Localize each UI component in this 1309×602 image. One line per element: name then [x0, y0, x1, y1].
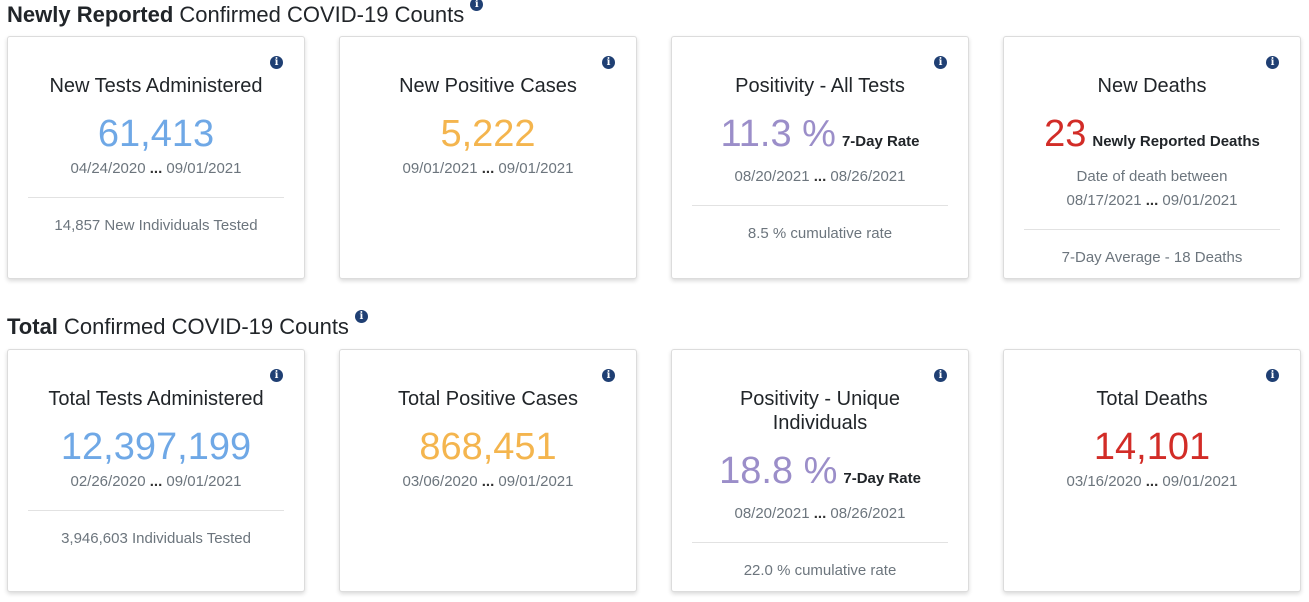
info-icon[interactable]: i [354, 310, 368, 323]
card-title: Positivity - Unique Individuals [739, 388, 901, 434]
card-title: New Deaths [1097, 75, 1207, 97]
date-to: 08/26/2021 [830, 168, 906, 185]
card-value: 61,413 [8, 112, 304, 156]
value-number: 18.8 % [719, 450, 838, 492]
date-range: 03/16/2020 ... 09/01/2021 [1004, 472, 1300, 492]
date-to: 09/01/2021 [1162, 473, 1238, 490]
card-value: 11.3 % 7-Day Rate [672, 112, 968, 164]
card-value: 18.8 % 7-Day Rate [672, 449, 968, 501]
date-to: 09/01/2021 [1162, 192, 1238, 209]
section-title-text: Confirmed COVID-19 Counts [64, 314, 349, 339]
card-title: Positivity - All Tests [735, 75, 905, 97]
card-title: Total Deaths [1096, 388, 1208, 410]
card-footer: 3,946,603 Individuals Tested [61, 530, 251, 547]
divider [28, 197, 284, 198]
stat-card: i Total Deaths 14,101 03/16/2020 ... 09/0… [1003, 349, 1301, 592]
section-title-bold: Total [7, 314, 58, 339]
date-to: 09/01/2021 [166, 160, 242, 177]
date-from: 03/06/2020 [402, 473, 478, 490]
date-from: 04/24/2020 [70, 160, 146, 177]
date-range: 02/26/2020 ... 09/01/2021 [8, 472, 304, 492]
date-to: 09/01/2021 [498, 160, 574, 177]
value-number: 868,451 [419, 426, 557, 468]
stat-card: i Positivity - All Tests 11.3 % 7-Day Rat… [671, 36, 969, 279]
date-range: 09/01/2021 ... 09/01/2021 [340, 159, 636, 179]
date-from: 02/26/2020 [70, 473, 146, 490]
info-icon[interactable]: i [270, 56, 283, 69]
date-range: 08/20/2021 ... 08/26/2021 [672, 504, 968, 524]
date-ellipsis: ... [813, 505, 827, 522]
card-footer: 7-Day Average - 18 Deaths [1061, 249, 1243, 266]
value-number: 14,101 [1093, 426, 1211, 468]
value-unit: 7-Day Rate [843, 470, 921, 487]
info-icon[interactable]: i [934, 369, 947, 382]
divider [692, 205, 948, 206]
info-icon[interactable]: i [934, 56, 947, 69]
date-range: 08/20/2021 ... 08/26/2021 [672, 167, 968, 187]
stat-card: i New Tests Administered 61,413 04/24/202… [7, 36, 305, 279]
stat-card: i New Positive Cases 5,222 09/01/2021 ...… [339, 36, 637, 279]
date-to: 09/01/2021 [166, 473, 242, 490]
card-value: 23 Newly Reported Deaths [1004, 112, 1300, 164]
card-value: 12,397,199 [8, 425, 304, 469]
date-from: 08/17/2021 [1066, 192, 1142, 209]
card-title: New Tests Administered [49, 75, 263, 97]
value-unit: 7-Day Rate [841, 133, 920, 150]
date-ellipsis: ... [481, 473, 495, 490]
date-from: 08/20/2021 [734, 168, 810, 185]
section-title: Total Confirmed COVID-19 Counts i [7, 310, 368, 341]
date-to: 08/26/2021 [830, 505, 906, 522]
value-unit: Newly Reported Deaths [1092, 133, 1260, 150]
stat-card: i Total Tests Administered 12,397,199 02/… [7, 349, 305, 592]
date-ellipsis: ... [1145, 192, 1159, 209]
info-icon[interactable]: i [602, 56, 615, 69]
value-number: 5,222 [440, 113, 536, 155]
card-footer: 8.5 % cumulative rate [747, 225, 893, 242]
card-value: 5,222 [340, 112, 636, 156]
value-number: 61,413 [97, 113, 215, 155]
stat-card: i New Deaths 23 Newly Reported Deaths Date… [1003, 36, 1301, 279]
value-number: 11.3 % [720, 113, 836, 155]
card-title: New Positive Cases [399, 75, 577, 97]
section-title-text: Confirmed COVID-19 Counts [179, 2, 465, 27]
stat-card: i Total Positive Cases 868,451 03/06/2020… [339, 349, 637, 592]
date-from: 03/16/2020 [1066, 473, 1142, 490]
card-subtext: Date of death between [1076, 168, 1228, 185]
card-footer: 14,857 New Individuals Tested [54, 217, 258, 234]
card-title: Total Tests Administered [48, 388, 264, 410]
card-value: 14,101 [1004, 425, 1300, 469]
date-ellipsis: ... [1145, 473, 1159, 490]
value-number: 12,397,199 [60, 426, 252, 468]
stat-card: i Positivity - Unique Individuals 18.8 %… [671, 349, 969, 592]
info-icon[interactable]: i [602, 369, 615, 382]
divider [1024, 229, 1280, 230]
divider [692, 542, 948, 543]
value-number: 23 [1044, 113, 1087, 155]
section-title: Newly Reported Confirmed COVID-19 Counts… [7, 0, 484, 29]
divider [28, 510, 284, 511]
card-title: Total Positive Cases [397, 388, 579, 410]
card-footer: 22.0 % cumulative rate [743, 562, 897, 579]
date-from: 08/20/2021 [734, 505, 810, 522]
info-icon[interactable]: i [1266, 56, 1279, 69]
info-icon[interactable]: i [470, 0, 484, 11]
date-to: 09/01/2021 [498, 473, 574, 490]
section-title-bold: Newly Reported [7, 2, 174, 27]
date-ellipsis: ... [149, 160, 163, 177]
info-icon[interactable]: i [270, 369, 283, 382]
date-ellipsis: ... [813, 168, 827, 185]
info-icon[interactable]: i [1266, 369, 1279, 382]
date-ellipsis: ... [481, 160, 495, 177]
date-from: 09/01/2021 [402, 160, 478, 177]
card-value: 868,451 [340, 425, 636, 469]
date-ellipsis: ... [149, 473, 163, 490]
date-range: 03/06/2020 ... 09/01/2021 [340, 472, 636, 492]
date-range: 08/17/2021 ... 09/01/2021 [1004, 191, 1300, 211]
date-range: 04/24/2020 ... 09/01/2021 [8, 159, 304, 179]
